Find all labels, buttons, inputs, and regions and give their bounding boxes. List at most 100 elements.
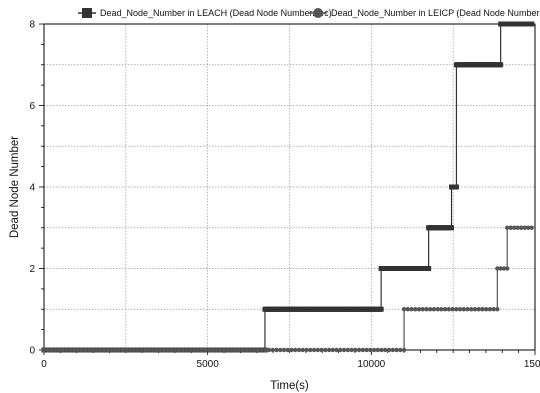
circle-marker	[420, 307, 425, 312]
circle-marker	[53, 347, 58, 353]
legend-item-2: Dead_Node_Number in LEICP (Dead Node Num…	[309, 8, 540, 18]
x-tick-label: 5000	[197, 359, 220, 370]
circle-marker	[41, 347, 47, 353]
circle-marker	[169, 347, 174, 353]
circle-marker	[349, 347, 354, 353]
circle-marker	[300, 347, 305, 353]
circle-marker	[236, 347, 242, 353]
circle-marker	[491, 307, 496, 312]
square-marker	[498, 62, 504, 68]
circle-marker	[218, 347, 223, 353]
circle-marker	[259, 347, 264, 353]
circle-marker	[461, 307, 466, 312]
circle-marker	[476, 307, 481, 312]
circle-marker	[56, 347, 62, 353]
circle-marker	[176, 347, 182, 353]
circle-marker	[353, 347, 358, 353]
y-tick-label: 2	[29, 264, 35, 275]
circle-marker	[498, 266, 503, 271]
circle-marker	[457, 307, 463, 312]
square-marker	[426, 266, 432, 271]
y-tick-label: 4	[29, 183, 35, 194]
circle-marker	[251, 347, 257, 353]
circle-marker	[345, 347, 351, 353]
circle-marker	[375, 347, 381, 353]
circle-marker	[233, 347, 238, 353]
circle-marker	[191, 347, 197, 353]
circle-marker	[511, 225, 517, 230]
circle-marker	[289, 347, 294, 353]
legend-circle-marker	[313, 8, 323, 18]
circle-marker	[454, 307, 459, 312]
circle-marker	[281, 347, 287, 353]
circle-marker	[165, 347, 170, 353]
y-tick-label: 0	[29, 346, 35, 357]
y-axis: 0 2 4 6 8	[29, 20, 44, 357]
legend-label: Dead_Node_Number in LEICP (Dead Node Num…	[331, 8, 540, 18]
circle-marker	[371, 347, 377, 353]
circle-marker	[495, 307, 500, 312]
circle-marker	[274, 347, 279, 353]
y-tick-label: 6	[29, 101, 35, 112]
circle-marker	[278, 347, 283, 353]
circle-marker	[311, 347, 317, 353]
circle-marker	[501, 266, 507, 271]
y-tick-label: 8	[29, 20, 35, 31]
circle-marker	[465, 307, 470, 312]
circle-marker	[199, 347, 204, 353]
circle-marker	[116, 347, 122, 353]
square-marker	[378, 306, 384, 312]
circle-marker	[86, 347, 92, 353]
square-marker	[449, 225, 455, 231]
circle-marker	[431, 307, 437, 312]
circle-marker	[293, 347, 298, 353]
circle-marker	[296, 347, 302, 353]
circle-marker	[405, 307, 410, 312]
circle-marker	[483, 307, 489, 312]
circle-marker	[472, 307, 478, 312]
circle-marker	[526, 225, 531, 230]
circle-marker	[442, 307, 448, 312]
circle-marker	[323, 347, 328, 353]
legend-label: Dead_Node_Number in LEACH (Dead Node Num…	[100, 8, 332, 18]
circle-marker	[124, 347, 129, 353]
series-markers	[41, 225, 534, 353]
circle-marker	[75, 347, 80, 353]
square-marker	[453, 184, 459, 190]
circle-marker	[135, 347, 140, 353]
circle-marker	[469, 307, 474, 312]
circle-marker	[139, 347, 144, 353]
circle-marker	[360, 347, 366, 353]
circle-marker	[330, 347, 336, 353]
circle-marker	[49, 347, 54, 353]
legend-square-marker	[82, 8, 92, 18]
circle-marker	[413, 307, 418, 312]
circle-marker	[319, 347, 324, 353]
legend-item-1: Dead_Node_Number in LEACH (Dead Node Num…	[78, 8, 332, 18]
circle-marker	[326, 347, 332, 353]
circle-marker	[398, 347, 403, 353]
circle-marker	[101, 347, 107, 353]
circle-marker	[356, 347, 362, 353]
series-2	[41, 225, 534, 353]
x-axis-title: Time(s)	[270, 380, 309, 392]
circle-marker	[315, 347, 321, 353]
circle-marker	[109, 347, 114, 353]
circle-marker	[508, 225, 513, 230]
circle-marker	[158, 347, 163, 353]
circle-marker	[188, 347, 193, 353]
x-tick-label: 10000	[357, 359, 385, 370]
circle-marker	[45, 347, 50, 353]
circle-marker	[143, 347, 148, 353]
circle-marker	[409, 307, 414, 312]
y-axis-title: Dead Node Number	[9, 136, 21, 238]
series-layer	[41, 21, 535, 353]
circle-marker	[427, 307, 433, 312]
circle-marker	[416, 307, 422, 312]
circle-marker	[195, 347, 200, 353]
circle-marker	[71, 347, 77, 353]
circle-marker	[79, 347, 84, 353]
circle-marker	[161, 347, 167, 353]
circle-marker	[214, 347, 219, 353]
